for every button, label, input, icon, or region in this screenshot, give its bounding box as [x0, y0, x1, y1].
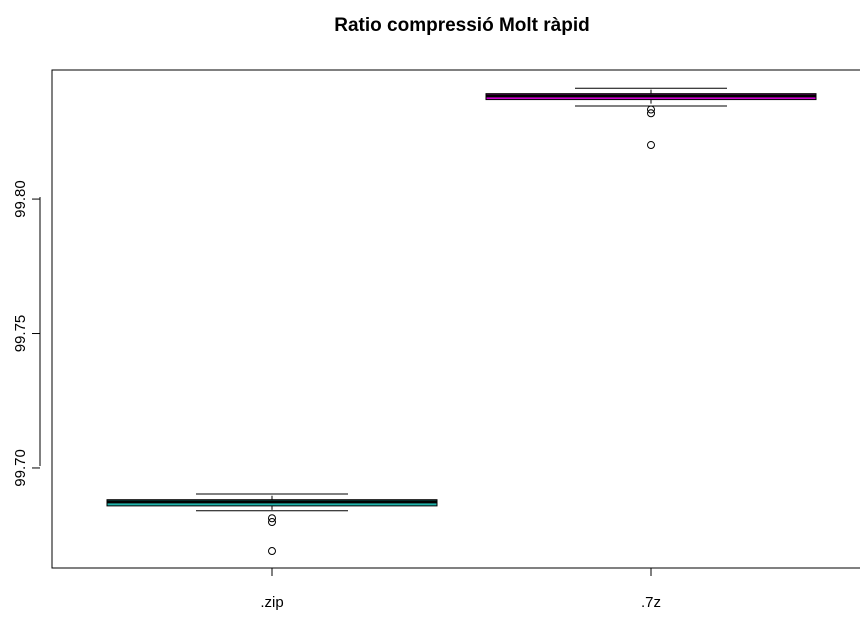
x-tick-label: .7z	[641, 594, 661, 611]
y-tick-label: 99.70	[12, 449, 29, 487]
outlier-point	[647, 105, 655, 114]
y-tick-label: 99.80	[12, 180, 29, 218]
box-series	[106, 87, 817, 556]
outlier-point	[268, 514, 276, 523]
y-tick-label: 99.75	[12, 315, 29, 353]
outlier-point	[647, 109, 655, 118]
outlier-point	[647, 141, 655, 150]
box-7z	[485, 87, 817, 150]
x-tick-label: .zip	[260, 594, 283, 611]
outlier-point	[268, 547, 276, 556]
box-zip	[106, 493, 438, 556]
x-axis-ticks: .zip .7z	[260, 568, 661, 611]
plot-frame	[51, 69, 860, 569]
outlier-point	[268, 518, 276, 527]
chart-title: Ratio compressió Molt ràpid	[334, 15, 589, 36]
y-axis-ticks: 99.70 99.75 99.80	[12, 180, 40, 487]
